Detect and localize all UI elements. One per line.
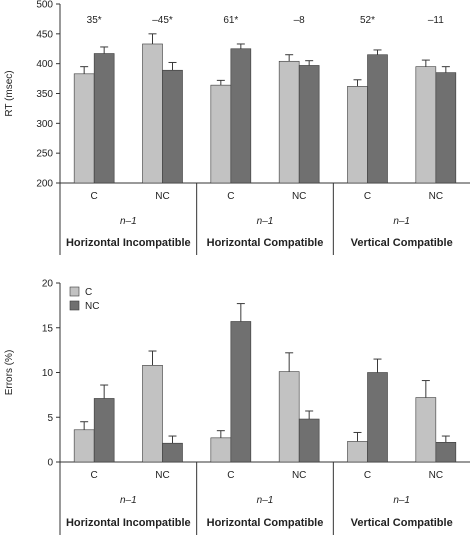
errors-bar-c [210, 437, 232, 463]
rt-difference-label: 52* [360, 15, 375, 26]
legend-swatch-nc [69, 300, 80, 311]
errors-y-tick-label: 5 [47, 413, 53, 424]
errors-bar-c [415, 397, 437, 463]
rt-y-tick-label: 450 [36, 29, 53, 40]
rt-bar-c [210, 84, 232, 184]
rt-chart: RT (msec) 200 250 300 350 400 450 500 C 35* NC –45… [4, 0, 470, 255]
errors-y-tick-label: 10 [42, 368, 54, 379]
errors-category-label: NC [292, 470, 306, 481]
legend-label-nc: NC [85, 301, 99, 312]
errors-group-label: Horizontal Compatible [207, 517, 324, 529]
rt-bar-c [73, 73, 95, 184]
errors-bar-nc [230, 321, 252, 463]
errors-bar-c [142, 365, 163, 463]
rt-y-axis-label: RT (msec) [4, 70, 15, 116]
errors-bar-nc [162, 442, 183, 463]
rt-previous-trial-label: n–1 [120, 216, 137, 227]
rt-category-label: NC [429, 191, 443, 202]
rt-bar-c [142, 43, 163, 184]
errors-chart: Errors (%) C NC 0 5 10 15 20 C NC C NC C NC n–1 Hori… [4, 279, 470, 535]
errors-legend: C NC [69, 286, 99, 312]
errors-bar-c [347, 441, 368, 463]
rt-bar-nc [298, 65, 320, 184]
legend-label-c: C [85, 287, 92, 298]
rt-bar-nc [93, 53, 115, 184]
rt-bar-nc [367, 54, 388, 184]
rt-y-tick-label: 200 [36, 179, 53, 190]
errors-category-label: C [364, 470, 371, 481]
rt-difference-label: –11 [428, 15, 444, 26]
errors-previous-trial-label: n–1 [257, 495, 274, 506]
rt-difference-label: –8 [294, 15, 306, 26]
errors-y-tick-label: 15 [42, 323, 54, 334]
errors-y-tick-label: 0 [47, 458, 53, 469]
rt-category-label: NC [292, 191, 306, 202]
rt-bar-nc [162, 69, 183, 184]
errors-bar-c [278, 371, 300, 463]
errors-bar-nc [435, 442, 457, 463]
rt-group-label: Vertical Compatible [351, 237, 453, 249]
rt-y-tick-label: 300 [36, 119, 53, 130]
rt-bar-nc [230, 48, 252, 184]
errors-bar-nc [93, 398, 115, 463]
rt-category-label: C [91, 191, 98, 202]
rt-group-label: Horizontal Incompatible [66, 237, 191, 249]
errors-bar-nc [298, 418, 320, 463]
rt-category-label: NC [155, 191, 169, 202]
rt-bar-c [347, 86, 368, 184]
rt-group-label: Horizontal Compatible [207, 237, 324, 249]
rt-bar-c [415, 66, 437, 184]
errors-previous-trial-label: n–1 [393, 495, 410, 506]
rt-previous-trial-label: n–1 [257, 216, 274, 227]
errors-category-label: C [227, 470, 234, 481]
legend-swatch-c [69, 286, 80, 297]
errors-category-label: C [91, 470, 98, 481]
rt-difference-label: 35* [87, 15, 102, 26]
errors-bar-nc [367, 372, 388, 463]
errors-group-label: Vertical Compatible [351, 517, 453, 529]
errors-y-tick-label: 20 [42, 279, 54, 290]
rt-bar-c [278, 60, 300, 184]
rt-category-label: C [364, 191, 371, 202]
errors-y-axis-label: Errors (%) [4, 350, 15, 396]
rt-y-tick-label: 500 [36, 0, 53, 11]
errors-bar-c [73, 429, 95, 463]
errors-group-label: Horizontal Incompatible [66, 517, 191, 529]
rt-category-label: C [227, 191, 234, 202]
errors-category-label: NC [429, 470, 443, 481]
rt-difference-label: –45* [152, 15, 173, 26]
rt-y-tick-label: 250 [36, 149, 53, 160]
rt-previous-trial-label: n–1 [393, 216, 410, 227]
rt-difference-label: 61* [223, 15, 238, 26]
rt-y-tick-label: 400 [36, 59, 53, 70]
errors-previous-trial-label: n–1 [120, 495, 137, 506]
rt-bar-nc [435, 72, 457, 184]
errors-category-label: NC [155, 470, 169, 481]
rt-y-tick-label: 350 [36, 89, 53, 100]
